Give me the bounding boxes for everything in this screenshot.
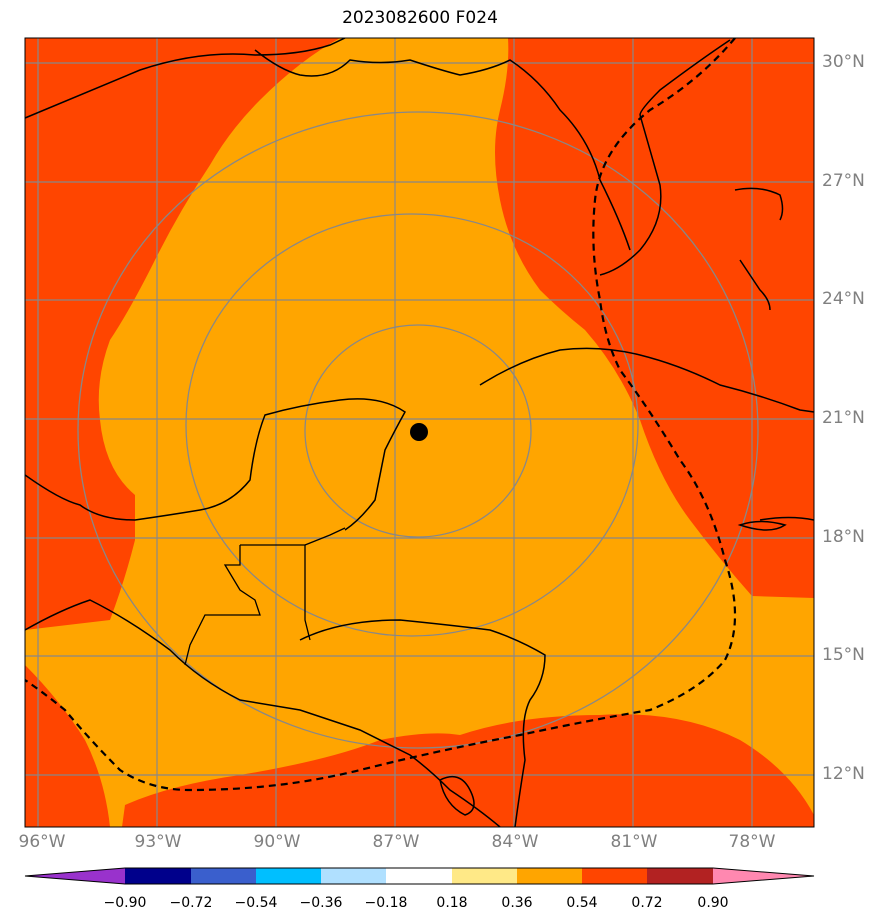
lat-label-21n: 21°N (822, 408, 865, 428)
colorbar-tick-label: 0.36 (501, 895, 533, 911)
colorbar-tick-label: 0.72 (631, 895, 663, 911)
map-title: 2023082600 F024 (342, 8, 498, 28)
lon-label-93w: 93°W (134, 832, 182, 852)
lat-label-24n: 24°N (822, 289, 865, 309)
colorbar-swatch (191, 868, 256, 884)
field-high-south (122, 714, 814, 827)
colorbar-tick-label: 0.90 (697, 895, 729, 911)
colorbar-tick-label: 0.18 (436, 895, 468, 911)
colorbar-tick-label: −0.36 (299, 895, 343, 911)
colorbar-swatch (321, 868, 386, 884)
colorbar-swatch (582, 868, 647, 884)
colorbar-extend-high (713, 868, 814, 884)
map-frame (24, 37, 815, 828)
colorbar-tick-label: −0.72 (169, 895, 213, 911)
coastlines (25, 38, 814, 827)
lon-label-84w: 84°W (491, 832, 539, 852)
colorbar-swatch (452, 868, 517, 884)
graticule (25, 38, 814, 827)
range-rings (77, 111, 759, 749)
colorbar-swatch (517, 868, 582, 884)
colorbar-swatch (256, 868, 321, 884)
field-high-east (495, 38, 814, 598)
lon-label-81w: 81°W (610, 832, 658, 852)
lat-label-27n: 27°N (822, 171, 865, 191)
lon-label-90w: 90°W (253, 832, 301, 852)
colorbar-swatch (386, 868, 452, 884)
lon-label-96w: 96°W (18, 832, 66, 852)
field-high-southwest (25, 665, 110, 827)
colorbar (24, 867, 815, 885)
colorbar-tick-label: −0.54 (234, 895, 278, 911)
colorbar-tick-label: −0.18 (364, 895, 408, 911)
storm-center-marker (410, 423, 428, 441)
lat-label-15n: 15°N (822, 645, 865, 665)
field-high-northwest (25, 38, 340, 630)
country-borders (184, 527, 346, 666)
colorbar-extend-low (25, 868, 125, 884)
colorbar-tick-label: 0.54 (566, 895, 598, 911)
lat-label-18n: 18°N (822, 527, 865, 547)
map-area (25, 38, 814, 827)
lat-label-12n: 12°N (822, 764, 865, 784)
lon-label-78w: 78°W (728, 832, 776, 852)
dashed-contour (25, 38, 737, 792)
colorbar-swatch (647, 868, 713, 884)
colorbar-tick-label: −0.90 (103, 895, 147, 911)
lon-label-87w: 87°W (372, 832, 420, 852)
colorbar-swatch (125, 868, 191, 884)
lat-label-30n: 30°N (822, 52, 865, 72)
colorbar-outline (24, 867, 815, 885)
